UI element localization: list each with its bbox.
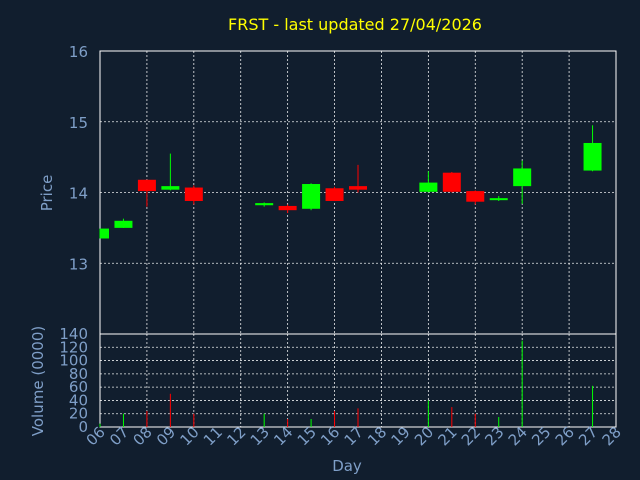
candle-body (466, 191, 485, 202)
volume-tick-label: 40 (69, 391, 88, 409)
volume-tick-label: 140 (59, 325, 88, 343)
candle-body (325, 188, 344, 201)
candle-body (100, 228, 109, 239)
volume-tick-label: 20 (69, 405, 88, 423)
price-tick-label: 14 (69, 185, 88, 203)
price-panel: 13 14 15 16 Price (38, 43, 617, 335)
price-axis-label: Price (38, 175, 56, 212)
price-tick-label: 15 (69, 114, 88, 132)
candle-body (278, 205, 297, 211)
candle-body (114, 220, 133, 228)
volume-tick-label: 60 (69, 378, 88, 396)
candle-body (161, 186, 180, 190)
price-tick-label: 16 (69, 43, 88, 61)
volume-tick-label: 100 (59, 352, 88, 370)
day-axis-label: Day (332, 457, 362, 475)
price-tick-label: 13 (69, 255, 88, 273)
candle-body (513, 168, 532, 187)
volume-tick-label: 0 (78, 418, 88, 436)
volume-tick-label: 80 (69, 365, 88, 383)
candle-body (419, 182, 438, 192)
candle-body (349, 186, 367, 190)
volume-axis-label: Volume (0000) (29, 326, 47, 436)
chart-title: FRST - last updated 27/04/2026 (228, 15, 482, 34)
candle-body (137, 179, 156, 192)
candle-body (255, 203, 274, 206)
volume-tick-label: 120 (59, 338, 88, 356)
candle-body (302, 184, 321, 209)
candle-body (583, 142, 602, 171)
candle-body (184, 187, 203, 201)
candle-body (489, 198, 508, 201)
candle-body (442, 172, 461, 192)
